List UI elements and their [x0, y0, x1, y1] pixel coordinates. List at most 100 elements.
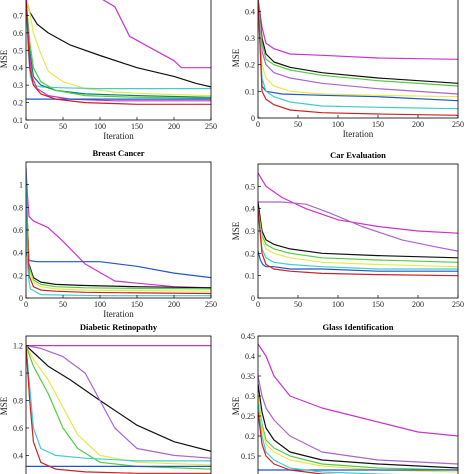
x-tick-label: 0 [24, 122, 28, 131]
series-line-2 [26, 0, 211, 88]
series-line-8 [258, 208, 458, 277]
chart-panel-2: 0 50 100 150 200 250 0 0.1 0.2 0.3 0.4 Iteration MSE [231, 0, 464, 139]
y-tick-label: 0.45 [241, 332, 255, 341]
y-tick-label: 0.4 [13, 249, 23, 258]
x-axis-label: Iteration [103, 309, 134, 319]
x-tick-label: 0 [256, 120, 260, 129]
x-tick-label: 100 [94, 122, 106, 131]
chart-title: Car Evaluation [330, 150, 386, 160]
y-tick-label: 0.6 [13, 424, 23, 433]
y-tick-label: 1 [19, 369, 23, 378]
x-tick-label: 100 [94, 300, 106, 309]
x-tick-label: 0 [256, 300, 260, 309]
series-line-6 [258, 208, 458, 270]
y-tick-label: 0.4 [13, 64, 23, 73]
y-tick-label: 0.8 [13, 397, 23, 406]
series-line-7 [258, 403, 403, 474]
series-line-7 [258, 250, 458, 272]
chart-panel-1: 0 50 100 150 200 250 0.1 0.2 0.3 0.4 0.5 0.6 0.7 Iter… [0, 0, 217, 141]
x-tick-label: 200 [168, 300, 180, 309]
y-tick-label: 0.6 [13, 226, 23, 235]
series-line-1 [102, 0, 211, 69]
series-line-2 [258, 201, 458, 252]
series-line-8 [26, 345, 211, 474]
y-tick-label: 0 [19, 294, 23, 303]
x-axis-label: Iteration [103, 131, 134, 141]
series-line-3 [258, 383, 458, 469]
x-tick-label: 50 [294, 300, 302, 309]
series-line-4 [258, 0, 458, 95]
y-tick-label: 0 [251, 114, 255, 123]
x-tick-label: 50 [59, 300, 67, 309]
y-tick-label: 0.1 [245, 272, 255, 281]
x-tick-label: 200 [412, 120, 424, 129]
chart-panel-3: 0 50 100 150 200 250 0 0.2 0.4 0.6 0.8 1 Breast Canc… [13, 148, 217, 319]
series-line-3 [258, 0, 458, 87]
x-tick-label: 200 [168, 122, 180, 131]
series-line-3 [26, 184, 211, 289]
series-line-5 [26, 184, 211, 292]
series-line-5 [258, 208, 458, 268]
series-line-6 [258, 0, 458, 102]
x-tick-label: 150 [372, 120, 384, 129]
series-line-3 [26, 345, 211, 459]
y-axis-label: MSE [0, 49, 9, 68]
x-tick-label: 250 [205, 122, 217, 131]
x-tick-label: 250 [452, 300, 464, 309]
y-tick-label: 0.5 [245, 182, 255, 191]
series-line-4 [258, 208, 458, 263]
series-group [26, 167, 211, 297]
series-line-5 [258, 0, 458, 98]
y-tick-label: 0.15 [241, 452, 255, 461]
y-axis-label: MSE [231, 48, 241, 67]
series-line-5 [26, 0, 211, 98]
series-line-4 [26, 184, 211, 290]
y-axis-label: MSE [231, 396, 241, 415]
x-axis-label: Iteration [343, 129, 374, 139]
y-tick-label: 0.1 [13, 116, 23, 125]
x-tick-label: 50 [294, 120, 302, 129]
y-tick-label: 0.1 [245, 87, 255, 96]
x-tick-label: 0 [24, 300, 28, 309]
series-line-1 [258, 172, 458, 234]
y-tick-label: 0.4 [245, 7, 255, 16]
series-line-5 [26, 345, 211, 470]
y-tick-label: 1.2 [13, 342, 23, 351]
chart-panel-6: 0.15 0.2 0.25 0.3 0.35 0.4 0.45 Glass Identific… [231, 322, 459, 474]
series-line-6 [26, 184, 211, 295]
chart-title: Diabetic Retinopathy [80, 322, 158, 332]
y-tick-label: 0.2 [13, 271, 23, 280]
y-tick-label: 0.35 [241, 372, 255, 381]
y-tick-label: 0.25 [241, 412, 255, 421]
series-group [258, 0, 458, 116]
y-tick-label: 0.5 [13, 46, 23, 55]
chart-panel-4: 0 50 100 150 200 250 0 0.1 0.2 0.3 0.4 0.5 Car Evalu… [231, 150, 464, 309]
series-line-1 [258, 343, 458, 437]
y-tick-label: 0.4 [245, 205, 255, 214]
plot-frame [25, 161, 212, 299]
series-line-2 [26, 252, 211, 279]
plot-frame [25, 335, 212, 474]
chart-title: Breast Cancer [92, 148, 144, 158]
series-line-4 [258, 395, 458, 471]
series-group [26, 0, 211, 105]
x-tick-label: 150 [372, 300, 384, 309]
series-line-2 [258, 0, 458, 84]
series-group [258, 343, 458, 474]
series-line-2 [26, 345, 211, 452]
x-tick-label: 50 [59, 122, 67, 131]
y-tick-label: 1 [19, 181, 23, 190]
series-line-9 [26, 0, 211, 105]
x-tick-label: 100 [332, 300, 344, 309]
y-tick-label: 0.3 [245, 34, 255, 43]
series-line-3 [258, 201, 458, 259]
y-tick-label: 0.4 [245, 352, 255, 361]
y-tick-label: 0.2 [245, 249, 255, 258]
y-tick-label: 0 [251, 294, 255, 303]
y-tick-label: 0.8 [13, 203, 23, 212]
x-tick-label: 100 [332, 120, 344, 129]
series-line-3 [26, 0, 211, 97]
series-line-1 [26, 167, 211, 289]
series-line-8 [258, 0, 458, 116]
